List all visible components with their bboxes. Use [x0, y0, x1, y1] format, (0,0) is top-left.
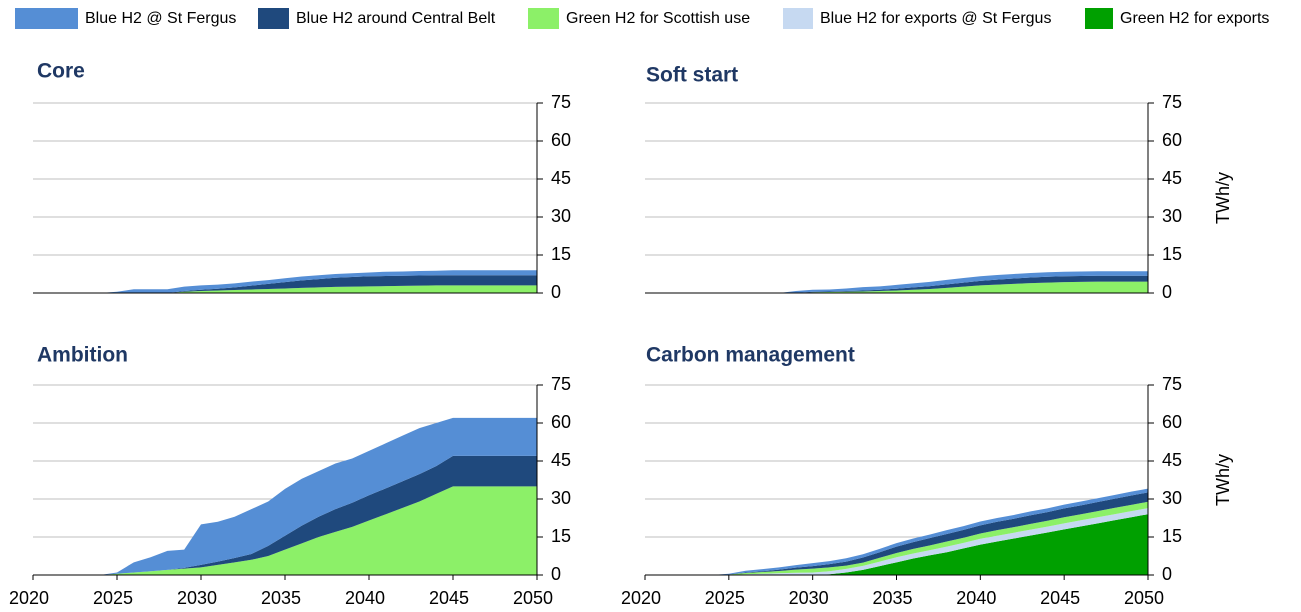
panel-title: Ambition [37, 344, 128, 367]
legend-label: Blue H2 for exports @ St Fergus [820, 10, 1051, 27]
y-tick-label: 15 [551, 244, 571, 264]
y-tick-label: 30 [1162, 488, 1182, 508]
y-tick-label: 30 [551, 206, 571, 226]
x-tick-label: 2040 [345, 588, 385, 608]
y-tick-label: 15 [551, 526, 571, 546]
x-tick-label: 2020 [621, 588, 661, 608]
y-tick-label: 15 [1162, 526, 1182, 546]
area [645, 281, 1148, 293]
x-tick-label: 2030 [177, 588, 217, 608]
x-tick-label: 2050 [513, 588, 553, 608]
x-tick-label: 2025 [705, 588, 745, 608]
x-tick-label: 2040 [956, 588, 996, 608]
y-axis-label: TWh/y [1213, 454, 1233, 506]
area [645, 508, 1148, 575]
x-tick-label: 2025 [93, 588, 133, 608]
y-tick-label: 75 [1162, 92, 1182, 112]
x-tick-label: 2030 [789, 588, 829, 608]
y-tick-label: 15 [1162, 244, 1182, 264]
y-tick-label: 60 [1162, 130, 1182, 150]
legend-label: Blue H2 @ St Fergus [85, 10, 236, 27]
y-axis-label: TWh/y [1213, 172, 1233, 224]
y-tick-label: 30 [1162, 206, 1182, 226]
y-tick-label: 0 [1162, 564, 1172, 584]
y-tick-label: 45 [551, 450, 571, 470]
x-tick-label: 2020 [9, 588, 49, 608]
area [645, 275, 1148, 293]
y-tick-label: 75 [1162, 374, 1182, 394]
legend-swatch [15, 8, 78, 29]
area [33, 275, 537, 293]
legend-label: Blue H2 around Central Belt [296, 10, 496, 27]
legend-swatch [783, 8, 813, 29]
x-tick-label: 2035 [872, 588, 912, 608]
area [33, 486, 537, 575]
x-tick-label: 2035 [261, 588, 301, 608]
y-tick-label: 45 [551, 168, 571, 188]
legend-swatch [528, 8, 559, 29]
area [645, 514, 1148, 575]
y-tick-label: 0 [551, 282, 561, 302]
y-tick-label: 45 [1162, 450, 1182, 470]
area [645, 271, 1148, 293]
x-tick-label: 2045 [1040, 588, 1080, 608]
y-tick-label: 60 [551, 130, 571, 150]
legend-label: Green H2 for exports [1120, 10, 1269, 27]
y-tick-label: 0 [1162, 282, 1172, 302]
y-tick-label: 45 [1162, 168, 1182, 188]
x-tick-label: 2045 [429, 588, 469, 608]
area [33, 285, 537, 293]
area [33, 270, 537, 293]
y-tick-label: 75 [551, 374, 571, 394]
x-tick-label: 2050 [1124, 588, 1164, 608]
legend-label: Green H2 for Scottish use [566, 10, 750, 27]
y-tick-label: 60 [1162, 412, 1182, 432]
panel-title: Carbon management [646, 344, 855, 367]
legend-swatch [258, 8, 289, 29]
panel-title: Core [37, 60, 85, 83]
area [33, 417, 537, 575]
y-tick-label: 60 [551, 412, 571, 432]
y-tick-label: 75 [551, 92, 571, 112]
panel-title: Soft start [646, 64, 738, 87]
y-tick-label: 0 [551, 564, 561, 584]
area [33, 455, 537, 575]
legend-swatch [1085, 8, 1113, 29]
y-tick-label: 30 [551, 488, 571, 508]
